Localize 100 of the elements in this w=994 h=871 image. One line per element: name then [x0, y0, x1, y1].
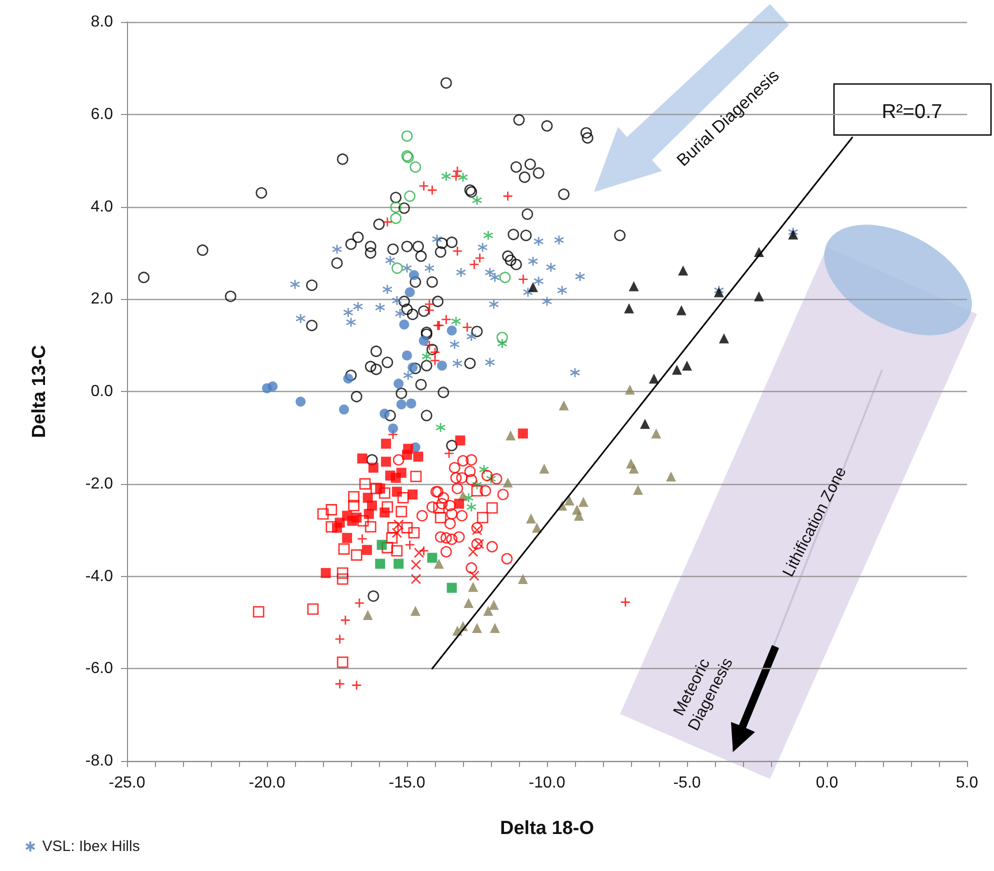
point	[522, 286, 534, 298]
point	[394, 378, 404, 389]
point	[354, 598, 365, 608]
point	[499, 272, 511, 284]
point	[518, 574, 528, 584]
y-tick-label: 0.0	[90, 383, 114, 400]
point	[452, 246, 463, 256]
point	[382, 542, 394, 554]
point	[336, 573, 348, 585]
point	[446, 534, 458, 545]
point	[546, 262, 556, 272]
point	[450, 171, 462, 182]
point	[502, 190, 513, 202]
point	[472, 195, 482, 206]
point	[376, 540, 387, 550]
point	[362, 610, 373, 620]
point	[528, 282, 538, 292]
legend-label: VSL: Ibex Hills	[42, 838, 140, 855]
point	[381, 456, 391, 467]
point	[392, 262, 403, 274]
point	[620, 596, 631, 608]
point	[427, 552, 438, 563]
point	[539, 464, 550, 474]
point	[471, 538, 483, 550]
point	[408, 362, 418, 372]
point	[628, 281, 639, 292]
point	[628, 464, 639, 474]
point	[468, 582, 478, 592]
point	[472, 524, 482, 536]
point	[446, 326, 457, 336]
point	[476, 512, 488, 524]
point	[410, 574, 422, 584]
point	[484, 357, 496, 368]
point	[290, 279, 300, 290]
point	[446, 582, 457, 593]
point	[374, 302, 386, 313]
point	[458, 172, 468, 182]
point	[359, 478, 371, 490]
point	[452, 358, 463, 369]
point	[718, 333, 729, 344]
point	[357, 453, 368, 464]
point	[506, 430, 516, 440]
point	[490, 622, 500, 633]
point	[424, 305, 435, 316]
y-tick-label: -8.0	[85, 752, 114, 770]
point	[471, 522, 483, 534]
point	[474, 252, 485, 264]
point	[533, 236, 544, 247]
point	[370, 482, 382, 494]
point	[404, 287, 415, 298]
point	[518, 428, 528, 439]
point	[396, 506, 408, 518]
point	[347, 516, 358, 526]
point	[385, 255, 396, 266]
y-tick-label: 8.0	[90, 14, 114, 30]
point	[456, 472, 468, 484]
point	[788, 226, 798, 238]
point	[564, 496, 574, 506]
point	[480, 485, 492, 496]
point	[348, 500, 360, 512]
point	[394, 308, 406, 319]
point	[410, 560, 422, 570]
point	[343, 374, 354, 384]
point	[488, 600, 499, 610]
point	[455, 435, 466, 446]
point	[488, 299, 499, 310]
point	[502, 477, 513, 488]
point	[430, 355, 440, 366]
x-axis-title: Delta 18-O	[500, 818, 594, 839]
point	[633, 484, 643, 495]
point	[648, 374, 659, 384]
point	[401, 130, 413, 142]
point	[421, 351, 432, 362]
point	[788, 229, 798, 240]
point	[464, 466, 476, 478]
point	[317, 508, 329, 520]
point	[457, 455, 469, 466]
point	[471, 485, 483, 497]
point	[268, 381, 278, 392]
point	[390, 212, 402, 224]
point	[392, 295, 402, 306]
point	[468, 546, 478, 557]
point	[446, 508, 458, 520]
point	[375, 558, 386, 569]
y-tick-label: 6.0	[90, 106, 114, 123]
point	[386, 532, 398, 544]
point	[364, 521, 376, 533]
point	[326, 504, 338, 516]
point	[533, 276, 544, 286]
point	[342, 532, 352, 543]
point	[410, 470, 422, 482]
point	[466, 502, 477, 512]
point	[452, 166, 463, 176]
point	[558, 400, 569, 410]
point	[434, 531, 446, 543]
point	[556, 285, 568, 296]
point	[754, 291, 764, 302]
point	[651, 428, 662, 439]
point	[402, 350, 412, 360]
point	[362, 544, 372, 555]
